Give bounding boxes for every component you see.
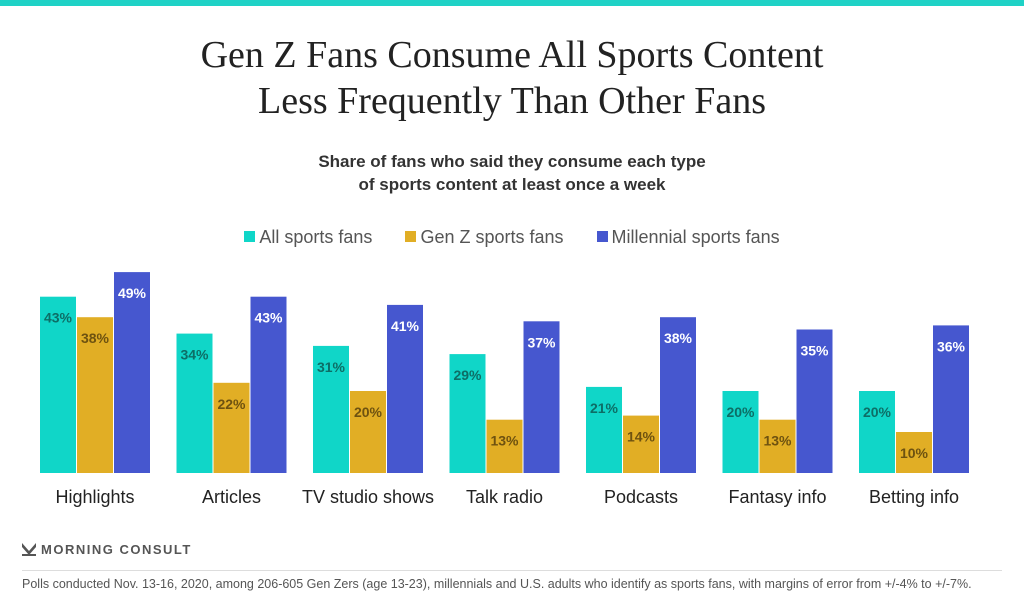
top-accent-bar bbox=[0, 0, 1024, 6]
data-label: 41% bbox=[391, 318, 420, 334]
bar bbox=[933, 325, 969, 473]
category-label: Fantasy info bbox=[728, 487, 826, 507]
title-line-2: Less Frequently Than Other Fans bbox=[258, 80, 766, 122]
category-label: Podcasts bbox=[604, 487, 678, 507]
data-label: 10% bbox=[900, 445, 929, 461]
category-label: Betting info bbox=[869, 487, 959, 507]
subtitle-line-2: of sports content at least once a week bbox=[358, 175, 666, 194]
data-label: 20% bbox=[726, 404, 755, 420]
data-label: 13% bbox=[763, 433, 792, 449]
legend-label: All sports fans bbox=[259, 227, 373, 247]
category-label: Articles bbox=[202, 487, 261, 507]
data-label: 38% bbox=[664, 330, 693, 346]
divider bbox=[22, 570, 1002, 571]
legend-label: Gen Z sports fans bbox=[420, 227, 564, 247]
bar bbox=[586, 386, 622, 473]
data-label: 37% bbox=[527, 334, 556, 350]
data-label: 43% bbox=[44, 310, 73, 326]
data-label: 34% bbox=[180, 347, 209, 363]
bar bbox=[660, 317, 696, 473]
brand-name: MORNING CONSULT bbox=[41, 542, 192, 557]
bar bbox=[313, 345, 349, 473]
bar bbox=[387, 304, 423, 473]
chart-subtitle: Share of fans who said they consume each… bbox=[0, 150, 1024, 196]
bar-chart: 43% 38% 49% Highlights 34% 22% 43% Articles 31% 2… bbox=[40, 272, 969, 507]
data-label: 20% bbox=[354, 404, 383, 420]
legend-swatch bbox=[596, 231, 608, 242]
data-label: 36% bbox=[937, 338, 966, 354]
bar bbox=[350, 391, 386, 473]
data-label: 29% bbox=[453, 367, 482, 383]
legend-item-millennial: Millennial sports fans bbox=[596, 227, 780, 248]
title-line-1: Gen Z Fans Consume All Sports Content bbox=[200, 34, 824, 76]
category-label: TV studio shows bbox=[302, 487, 434, 507]
bar bbox=[449, 354, 486, 473]
bar bbox=[623, 415, 659, 473]
bar bbox=[77, 317, 113, 473]
legend-label: Millennial sports fans bbox=[611, 227, 780, 247]
bar bbox=[759, 419, 796, 473]
data-label: 21% bbox=[590, 400, 619, 416]
footnote: Polls conducted Nov. 13-16, 2020, among … bbox=[22, 577, 972, 591]
data-label: 43% bbox=[254, 310, 283, 326]
bar bbox=[722, 391, 759, 473]
data-label: 13% bbox=[490, 433, 519, 449]
data-label: 22% bbox=[217, 396, 246, 412]
bar bbox=[523, 321, 560, 473]
category-label: Talk radio bbox=[466, 487, 543, 507]
bar bbox=[250, 296, 287, 473]
data-label: 35% bbox=[800, 343, 829, 359]
morning-consult-logo-icon bbox=[22, 543, 36, 556]
bar bbox=[796, 329, 833, 473]
data-label: 38% bbox=[81, 330, 110, 346]
legend-item-all: All sports fans bbox=[244, 227, 372, 248]
data-label: 14% bbox=[627, 429, 656, 445]
bar bbox=[896, 432, 932, 473]
bar bbox=[213, 382, 250, 473]
category-label: Highlights bbox=[55, 487, 134, 507]
data-label: 20% bbox=[863, 404, 892, 420]
legend: All sports fans Gen Z sports fans Millen… bbox=[0, 227, 1024, 248]
bar bbox=[859, 391, 895, 473]
bar bbox=[176, 333, 213, 473]
data-label: 49% bbox=[118, 285, 147, 301]
legend-swatch bbox=[405, 231, 417, 242]
brand-logo: MORNING CONSULT bbox=[22, 542, 192, 557]
bar bbox=[486, 419, 523, 473]
data-label: 31% bbox=[317, 359, 346, 375]
bar bbox=[114, 272, 150, 473]
chart-title: Gen Z Fans Consume All Sports Content Le… bbox=[0, 32, 1024, 124]
bar bbox=[40, 296, 76, 473]
legend-item-genz: Gen Z sports fans bbox=[405, 227, 564, 248]
legend-swatch bbox=[244, 231, 256, 242]
subtitle-line-1: Share of fans who said they consume each… bbox=[318, 152, 706, 171]
